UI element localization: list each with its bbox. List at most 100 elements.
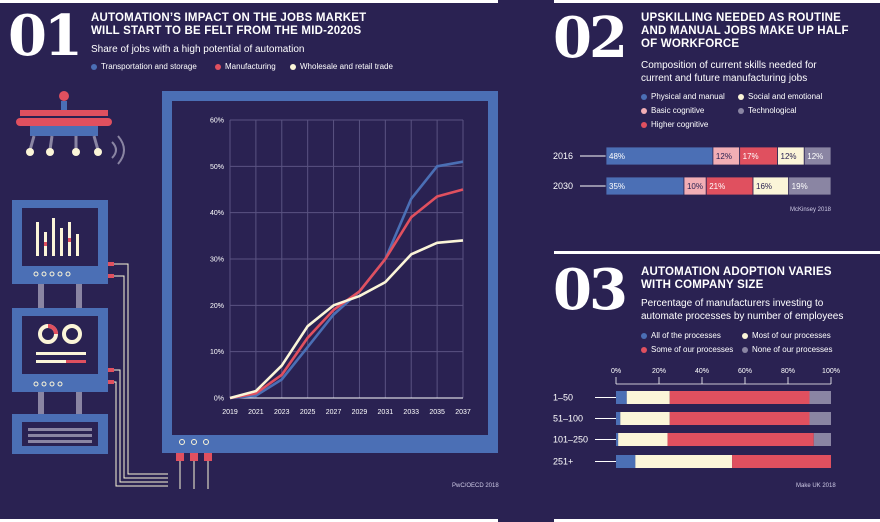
- row-label: 2030: [553, 181, 573, 191]
- y-tick-label: 10%: [210, 349, 224, 356]
- section3-subtitle-line2: automate processes by number of employee…: [641, 310, 844, 322]
- x-tick-label: 2031: [378, 409, 394, 416]
- row-label: 2016: [553, 151, 573, 161]
- section2-subtitle: Composition of current skills needed for…: [641, 60, 817, 85]
- legend-some: Some of our processes: [641, 345, 733, 355]
- data-label: 10%: [687, 182, 703, 191]
- section3-heading: AUTOMATION ADOPTION VARIES WITH COMPANY …: [641, 266, 871, 292]
- line-chart: 0% 10% 20% 30% 40% 50% 60% 2019 2021 2023 2025 2027…: [210, 118, 471, 417]
- legend-technological: Technological: [738, 106, 796, 116]
- bar-segment-all: [616, 455, 636, 468]
- data-label: 17%: [743, 152, 759, 161]
- x-tick-label: 2037: [455, 409, 471, 416]
- robot-illustration: [12, 91, 168, 487]
- series-line-transport: [229, 160, 464, 400]
- section2-source: McKinsey 2018: [790, 207, 832, 213]
- section2-heading: UPSKILLING NEEDED AS ROUTINE AND MANUAL …: [641, 12, 871, 51]
- bar-segment-most: [620, 412, 670, 425]
- adoption-chart: 0% 20% 40% 60% 80% 100% 1–50 51–100 101–250 251+: [553, 368, 840, 468]
- bar-segment-most: [626, 391, 670, 404]
- x-tick-label: 40%: [695, 368, 709, 375]
- bottom-rule-right: [554, 519, 880, 522]
- legend-label-higher: Higher cognitive: [651, 120, 709, 129]
- legend-social: Social and emotional: [738, 92, 822, 102]
- legend-dot-transport: [91, 64, 97, 70]
- bar-segment: [803, 146, 832, 166]
- data-label: 12%: [716, 152, 732, 161]
- x-tick-label: 2021: [248, 409, 264, 416]
- legend-dot-basic: [641, 108, 647, 114]
- keyboard-module: [12, 414, 108, 454]
- legend-label-transport: Transportation and storage: [101, 62, 197, 71]
- data-label: 19%: [792, 182, 808, 191]
- legend-label-social: Social and emotional: [748, 92, 823, 101]
- legend-label-technological: Technological: [748, 106, 797, 115]
- section-number-02: 02: [553, 5, 628, 71]
- section3-subtitle-line1: Percentage of manufacturers investing to: [641, 298, 824, 309]
- bar-segment-some: [669, 391, 810, 404]
- legend-label-manufacturing: Manufacturing: [225, 62, 276, 71]
- legend-label-wholesale: Wholesale and retail trade: [300, 62, 393, 71]
- x-tick-label: 2029: [352, 409, 368, 416]
- bottom-rule-left: [0, 519, 498, 522]
- row-label: 51–100: [553, 414, 583, 424]
- section1-heading: AUTOMATION’S IMPACT ON THE JOBS MARKET W…: [91, 12, 391, 38]
- mid-rule-right: [554, 251, 880, 254]
- legend-dot-manufacturing: [215, 64, 221, 70]
- bar-segment-all: [616, 433, 619, 446]
- row-label: 1–50: [553, 393, 573, 403]
- legend-manufacturing: Manufacturing: [215, 62, 276, 72]
- legend-dot-physical: [641, 94, 647, 100]
- cables: [108, 262, 168, 487]
- y-tick-label: 60%: [210, 118, 224, 125]
- skills-chart: 2016 48% 12% 17% 12% 12% 2030 35% 10% 21% 16% 19%: [553, 146, 832, 196]
- x-tick-label: 2033: [403, 409, 419, 416]
- legend-basic: Basic cognitive: [641, 106, 704, 116]
- legend-dot-all: [641, 333, 647, 339]
- legend-dot-none: [742, 347, 748, 353]
- bar-segment-none: [809, 391, 831, 404]
- legend-label-none: None of our processes: [752, 345, 833, 354]
- legend-label-physical: Physical and manual: [651, 92, 725, 101]
- legend-none: None of our processes: [742, 345, 833, 355]
- section-number-03: 03: [553, 257, 628, 323]
- legend-dot-some: [641, 347, 647, 353]
- section2-subtitle-line2: current and future manufacturing jobs: [641, 72, 808, 84]
- x-tick-label: 80%: [781, 368, 795, 375]
- legend-all: All of the processes: [641, 331, 721, 341]
- data-label: 12%: [807, 152, 823, 161]
- legend-label-basic: Basic cognitive: [651, 106, 705, 115]
- x-tick-label: 2019: [222, 409, 238, 416]
- bar-segment-some: [732, 455, 831, 468]
- legend-physical: Physical and manual: [641, 92, 725, 102]
- legend-dot-higher: [641, 122, 647, 128]
- section2-heading-line1: UPSKILLING NEEDED AS ROUTINE: [641, 12, 842, 24]
- data-label: 21%: [709, 182, 725, 191]
- series-line-wholesale: [229, 239, 464, 400]
- x-tick-label: 20%: [652, 368, 666, 375]
- section-number-01: 01: [8, 3, 83, 69]
- legend-wholesale: Wholesale and retail trade: [290, 62, 393, 72]
- data-label: 48%: [609, 152, 625, 161]
- bar-segment-none: [813, 433, 831, 446]
- bar-segment: [788, 176, 832, 196]
- x-tick-label: 100%: [822, 368, 840, 375]
- x-tick-label: 2035: [429, 409, 445, 416]
- legend-label-all: All of the processes: [651, 331, 721, 340]
- legend-dot-most: [742, 333, 748, 339]
- data-label: 16%: [756, 182, 772, 191]
- bar-segment-all: [616, 412, 621, 425]
- bar-segment-most: [618, 433, 668, 446]
- section1-subtitle: Share of jobs with a high potential of a…: [91, 44, 305, 55]
- bar-segment-most: [635, 455, 733, 468]
- bar-segment-all: [616, 391, 627, 404]
- section1-heading-line1: AUTOMATION’S IMPACT ON THE JOBS MARKET: [91, 12, 367, 24]
- y-tick-label: 40%: [210, 210, 224, 217]
- section2-heading-line2: AND MANUAL JOBS MAKE UP HALF: [641, 25, 849, 37]
- x-tick-label: 0%: [611, 368, 621, 375]
- data-label: 35%: [609, 182, 625, 191]
- x-tick-label: 2027: [326, 409, 342, 416]
- legend-label-most: Most of our processes: [752, 331, 831, 340]
- legend-label-some: Some of our processes: [651, 345, 734, 354]
- legend-higher: Higher cognitive: [641, 120, 708, 130]
